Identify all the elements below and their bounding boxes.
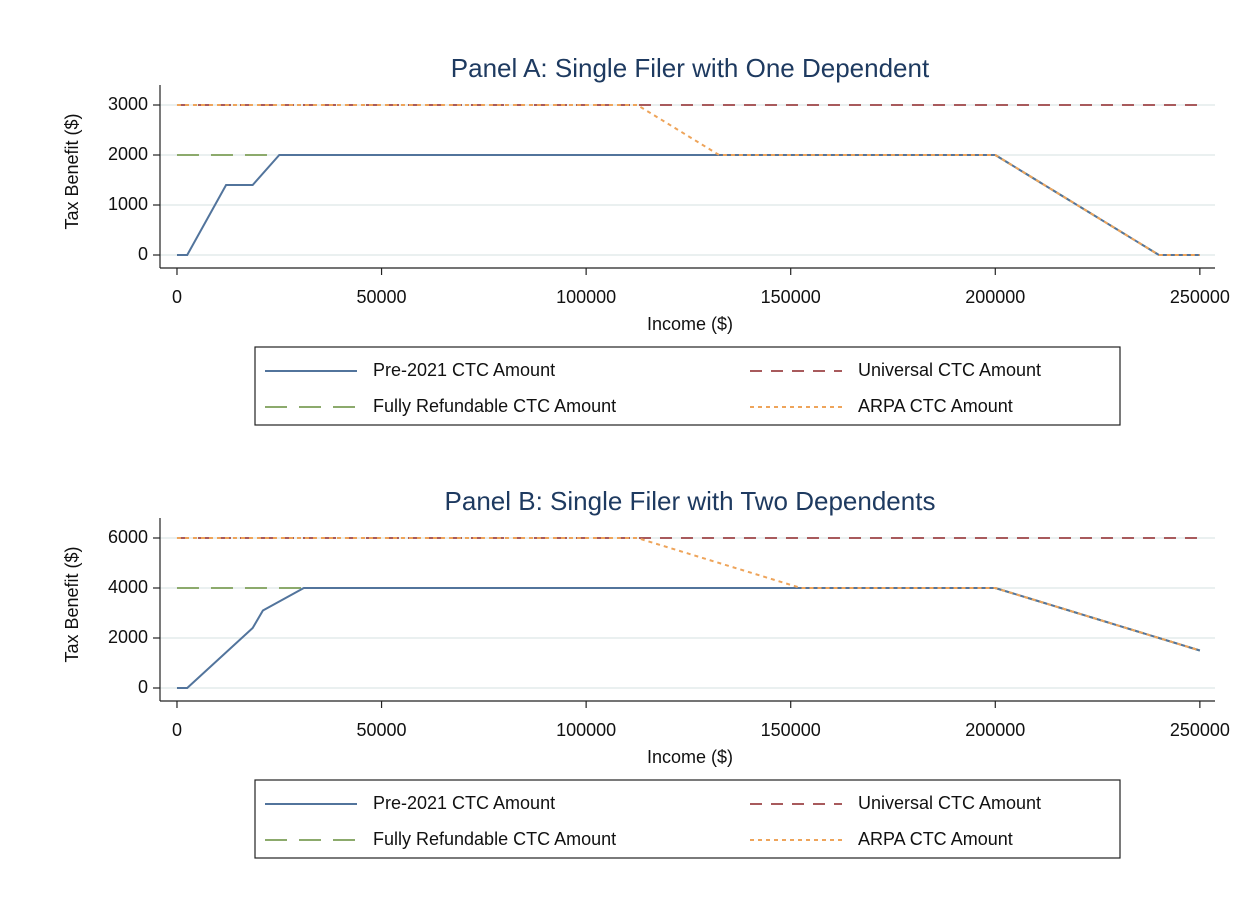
legend-box xyxy=(254,779,1121,859)
series-line xyxy=(176,104,1200,256)
panel: Panel B: Single Filer with Two Dependent… xyxy=(62,486,1230,859)
x-tick-label: 50000 xyxy=(357,720,407,740)
x-tick-label: 100000 xyxy=(556,287,616,307)
y-tick-label: 2000 xyxy=(108,144,148,164)
x-tick-label: 100000 xyxy=(556,720,616,740)
legend-box xyxy=(254,346,1121,426)
chart-title: Panel A: Single Filer with One Dependent xyxy=(451,53,930,83)
y-tick-label: 4000 xyxy=(108,577,148,597)
x-tick-label: 250000 xyxy=(1170,287,1230,307)
chart-title: Panel B: Single Filer with Two Dependent… xyxy=(445,486,936,516)
x-axis-label: Income ($) xyxy=(647,747,733,767)
y-axis-label: Tax Benefit ($) xyxy=(62,546,82,662)
legend-label: Pre-2021 CTC Amount xyxy=(373,360,555,380)
legend-label: Universal CTC Amount xyxy=(858,793,1041,813)
x-tick-label: 200000 xyxy=(965,720,1025,740)
y-axis-label: Tax Benefit ($) xyxy=(62,113,82,229)
legend-label: Pre-2021 CTC Amount xyxy=(373,793,555,813)
y-tick-label: 1000 xyxy=(108,194,148,214)
series-line xyxy=(176,587,1201,652)
x-tick-label: 50000 xyxy=(357,287,407,307)
legend-label: Fully Refundable CTC Amount xyxy=(373,396,616,416)
legend-label: ARPA CTC Amount xyxy=(858,829,1013,849)
x-tick-label: 250000 xyxy=(1170,720,1230,740)
y-tick-label: 6000 xyxy=(108,527,148,547)
y-tick-label: 0 xyxy=(138,677,148,697)
legend-label: ARPA CTC Amount xyxy=(858,396,1013,416)
x-tick-label: 150000 xyxy=(761,720,821,740)
legend-label: Universal CTC Amount xyxy=(858,360,1041,380)
legend-label: Fully Refundable CTC Amount xyxy=(373,829,616,849)
series-line xyxy=(176,537,1201,652)
y-tick-label: 3000 xyxy=(108,94,148,114)
y-tick-label: 0 xyxy=(138,244,148,264)
x-tick-label: 0 xyxy=(172,287,182,307)
x-tick-label: 150000 xyxy=(761,287,821,307)
y-tick-label: 2000 xyxy=(108,627,148,647)
panel: Panel A: Single Filer with One Dependent… xyxy=(62,53,1230,426)
x-tick-label: 0 xyxy=(172,720,182,740)
x-axis-label: Income ($) xyxy=(647,314,733,334)
x-tick-label: 200000 xyxy=(965,287,1025,307)
